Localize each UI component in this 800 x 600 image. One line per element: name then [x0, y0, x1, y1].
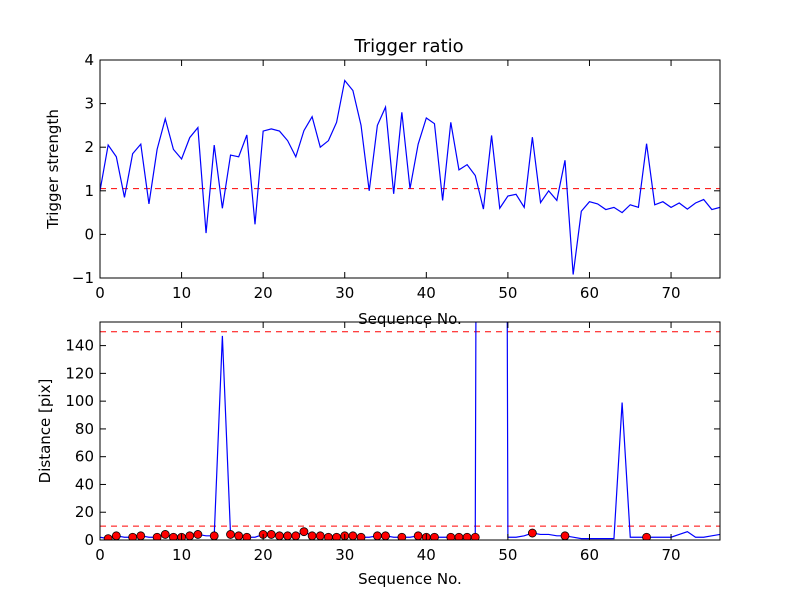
data-point [348, 531, 358, 540]
data-point [152, 532, 162, 540]
y-tick-label: 40 [75, 475, 94, 493]
y-tick-label: 3 [84, 95, 94, 113]
y-tick-label: 2 [84, 138, 94, 156]
series-line [100, 79, 720, 275]
data-point [527, 528, 537, 538]
data-point [160, 530, 170, 539]
x-tick-label: 60 [580, 284, 599, 302]
data-point [283, 531, 293, 540]
x-tick-label: 60 [580, 546, 599, 564]
x-tick-label: 0 [95, 546, 105, 564]
data-point [356, 532, 366, 540]
series-line [100, 322, 720, 540]
x-tick-label: 50 [498, 284, 517, 302]
data-point [470, 532, 480, 540]
data-point [291, 531, 301, 540]
data-point [111, 531, 121, 540]
trigger-axes-frame [99, 59, 721, 279]
data-point [560, 531, 570, 540]
data-point [381, 531, 390, 540]
data-point [315, 531, 325, 540]
data-point [307, 531, 317, 540]
x-tick-label: 20 [254, 546, 273, 564]
distance-axes-frame [99, 321, 721, 541]
y-tick-label: 60 [75, 448, 94, 466]
y-tick-label: −1 [72, 269, 94, 287]
x-tick-label: 70 [662, 284, 681, 302]
data-point [413, 531, 423, 540]
trigger-plot-area [100, 79, 720, 275]
data-point [136, 531, 146, 540]
chart-title: Trigger ratio [353, 36, 463, 57]
x-tick-label: 10 [172, 546, 191, 564]
data-point [242, 532, 252, 540]
distance-y-axis-title: Distance [pix] [36, 379, 54, 484]
data-point [299, 527, 309, 537]
x-tick-label: 50 [498, 546, 517, 564]
y-tick-label: 20 [75, 503, 94, 521]
data-point [185, 531, 195, 540]
y-tick-label: 1 [84, 182, 94, 200]
data-point [209, 531, 219, 540]
data-point [397, 532, 407, 540]
y-tick-label: 0 [84, 531, 94, 549]
data-point [266, 530, 276, 539]
data-point [642, 532, 651, 540]
data-point [430, 532, 439, 540]
distance-x-axis-title: Sequence No. [358, 570, 462, 588]
data-point [226, 530, 235, 539]
y-tick-label: 4 [84, 51, 94, 69]
data-point [234, 531, 244, 540]
x-tick-label: 0 [95, 284, 105, 302]
data-point [275, 531, 284, 540]
x-tick-label: 10 [172, 284, 191, 302]
y-tick-label: 120 [65, 364, 94, 382]
distance-plot-area [100, 322, 720, 540]
y-tick-label: 100 [65, 392, 94, 410]
trigger-y-axis-title: Trigger strength [44, 109, 62, 230]
y-tick-label: 0 [84, 225, 94, 243]
x-tick-label: 20 [254, 284, 273, 302]
y-tick-label: 80 [75, 420, 94, 438]
x-tick-label: 30 [335, 546, 354, 564]
distance-subplot: 0 10 20 30 40 50 60 70 0 20 40 60 80 100 120 140 Sequen… [36, 321, 721, 588]
distance-ticks: 0 10 20 30 40 50 60 70 0 20 40 60 80 100 120 140 [65, 322, 720, 564]
x-tick-label: 40 [417, 546, 436, 564]
x-tick-label: 70 [662, 546, 681, 564]
data-point [103, 534, 113, 540]
x-tick-label: 30 [335, 284, 354, 302]
x-tick-label: 40 [417, 284, 436, 302]
trigger-x-axis-title: Sequence No. [358, 310, 462, 328]
data-point [372, 531, 382, 540]
y-tick-label: 140 [65, 337, 94, 355]
data-point [193, 530, 203, 539]
